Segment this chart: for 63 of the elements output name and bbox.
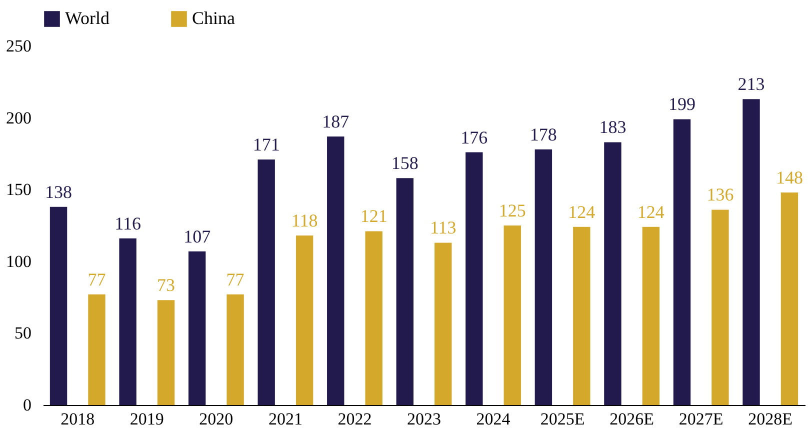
- x-tick-label: 2023: [407, 410, 441, 428]
- x-tick-label: 2025E: [540, 410, 585, 428]
- x-tick-label: 2019: [130, 410, 164, 428]
- bar: [712, 210, 729, 405]
- data-label: 125: [498, 200, 526, 220]
- bar: [742, 99, 760, 405]
- x-tick-label: 2026E: [610, 410, 654, 428]
- bar: [642, 226, 660, 405]
- data-label: 107: [184, 226, 211, 246]
- bar: [119, 238, 136, 405]
- y-tick-label: 50: [14, 324, 32, 343]
- y-tick-label: 100: [6, 252, 32, 271]
- bar: [157, 300, 175, 405]
- legend-label: China: [192, 8, 236, 28]
- bar: [226, 294, 244, 405]
- data-label: 77: [88, 269, 106, 290]
- data-label: 183: [599, 117, 626, 138]
- data-label: 199: [668, 94, 696, 114]
- bar: [466, 152, 483, 405]
- x-tick-label: 2028E: [748, 410, 793, 428]
- data-label: 138: [45, 182, 72, 202]
- data-label: 124: [568, 202, 596, 222]
- bar: [573, 226, 590, 405]
- x-tick-label: 2021: [268, 410, 302, 428]
- y-tick-label: 150: [6, 180, 32, 200]
- data-label: 176: [460, 127, 488, 148]
- data-label: 213: [738, 74, 765, 94]
- data-label: 73: [157, 275, 176, 296]
- x-tick-label: 2020: [199, 410, 234, 428]
- x-tick-label: 2024: [476, 410, 511, 428]
- x-tick-label: 2027E: [678, 410, 724, 428]
- data-label: 158: [391, 153, 418, 174]
- bar: [534, 149, 552, 405]
- data-label: 116: [114, 213, 141, 234]
- bar: [296, 236, 314, 405]
- bar: [504, 226, 521, 405]
- data-label: 148: [776, 167, 803, 188]
- bar: [327, 136, 344, 405]
- bar: [673, 119, 691, 405]
- data-label: 121: [360, 206, 388, 226]
- data-label: 136: [706, 184, 734, 205]
- bar: [365, 231, 382, 405]
- y-tick-label: 250: [6, 36, 32, 56]
- y-tick-label: 200: [6, 108, 32, 128]
- x-tick-label: 2022: [338, 410, 372, 428]
- bar: [88, 294, 106, 405]
- data-label: 124: [637, 202, 664, 222]
- bar: [188, 251, 206, 405]
- bar: [434, 242, 452, 405]
- y-tick-label: 0: [23, 396, 32, 414]
- data-label: 77: [226, 269, 244, 290]
- bar: [604, 142, 622, 405]
- bar: [396, 178, 414, 405]
- data-label: 187: [322, 111, 350, 132]
- legend-label: World: [65, 8, 110, 28]
- data-label: 171: [252, 134, 280, 154]
- bar: [50, 206, 68, 405]
- data-label: 113: [430, 218, 456, 238]
- data-label: 178: [530, 124, 557, 144]
- bar: [780, 192, 798, 405]
- bar: [258, 159, 275, 405]
- x-tick-label: 2018: [60, 410, 95, 428]
- data-label: 118: [291, 210, 318, 231]
